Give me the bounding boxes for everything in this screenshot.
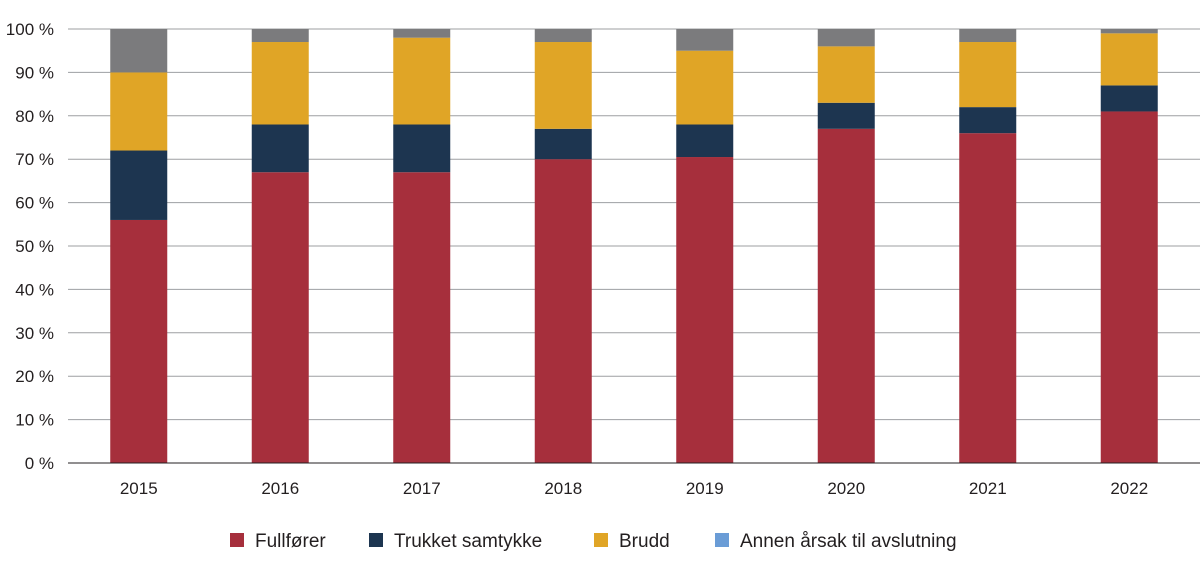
bar-segment xyxy=(1100,111,1158,464)
bar-segment xyxy=(393,124,451,173)
bar-segment xyxy=(110,219,168,463)
legend-swatch xyxy=(594,533,608,547)
legend-swatch xyxy=(230,533,244,547)
legend: Fullfører Trukket samtykke Brudd Annen årsa… xyxy=(230,531,957,552)
bar-segment xyxy=(959,107,1017,134)
legend-label: Trukket samtykke xyxy=(394,531,542,552)
x-axis: 2015 2016 2017 2018 2019 2020 2021 2022 xyxy=(68,462,1200,498)
bar-segment xyxy=(959,42,1017,108)
x-tick-label: 2015 xyxy=(120,479,158,498)
bar-segment xyxy=(676,157,734,463)
bar-segment xyxy=(817,102,875,129)
legend-swatch xyxy=(715,533,729,547)
bar-segment xyxy=(817,29,875,47)
bar-segment xyxy=(534,42,592,129)
y-tick-label: 100 % xyxy=(6,20,54,39)
x-tick-label: 2017 xyxy=(403,479,441,498)
x-tick-label: 2022 xyxy=(1110,479,1148,498)
bar-segment xyxy=(251,29,309,43)
bar-segment xyxy=(110,29,168,73)
bar-segment xyxy=(251,124,309,173)
bar-segment xyxy=(393,37,451,125)
bar-segment xyxy=(676,50,734,125)
y-tick-label: 10 % xyxy=(15,411,54,430)
x-tick-label: 2016 xyxy=(261,479,299,498)
bar-segment xyxy=(251,172,309,463)
y-tick-label: 30 % xyxy=(15,324,54,343)
legend-label: Brudd xyxy=(619,531,670,552)
legend-label: Fullfører xyxy=(255,531,326,552)
bar-segment xyxy=(1100,85,1158,112)
x-tick-label: 2018 xyxy=(544,479,582,498)
x-tick-label: 2019 xyxy=(686,479,724,498)
bar-segment xyxy=(110,150,168,220)
y-tick-label: 0 % xyxy=(25,454,54,473)
bar-segment xyxy=(534,159,592,463)
bar-segment xyxy=(1100,33,1158,86)
bar-segment xyxy=(393,29,451,38)
bar-segment xyxy=(676,29,734,51)
bar-segment xyxy=(676,124,734,158)
y-tick-label: 50 % xyxy=(15,237,54,256)
bar-segment xyxy=(393,172,451,463)
x-tick-label: 2021 xyxy=(969,479,1007,498)
y-tick-label: 20 % xyxy=(15,367,54,386)
bar-segment xyxy=(959,29,1017,43)
y-tick-label: 80 % xyxy=(15,107,54,126)
bars xyxy=(110,29,1158,464)
bar-segment xyxy=(1100,29,1158,34)
bar-segment xyxy=(534,128,592,160)
y-axis: 0 % 10 % 20 % 30 % 40 % 50 % 60 % 70 % 80 % 90 % 1… xyxy=(6,20,54,473)
x-tick-label: 2020 xyxy=(827,479,865,498)
y-tick-label: 70 % xyxy=(15,150,54,169)
gridlines xyxy=(68,28,1200,464)
bar-segment xyxy=(959,133,1017,463)
legend-swatch xyxy=(369,533,383,547)
legend-label: Annen årsak til avslutning xyxy=(740,531,957,552)
bar-segment xyxy=(817,46,875,103)
bar-segment xyxy=(534,29,592,43)
bar-segment xyxy=(251,42,309,125)
y-tick-label: 90 % xyxy=(15,63,54,82)
y-tick-label: 60 % xyxy=(15,194,54,213)
bar-segment xyxy=(817,128,875,463)
y-tick-label: 40 % xyxy=(15,280,54,299)
bar-segment xyxy=(110,72,168,151)
